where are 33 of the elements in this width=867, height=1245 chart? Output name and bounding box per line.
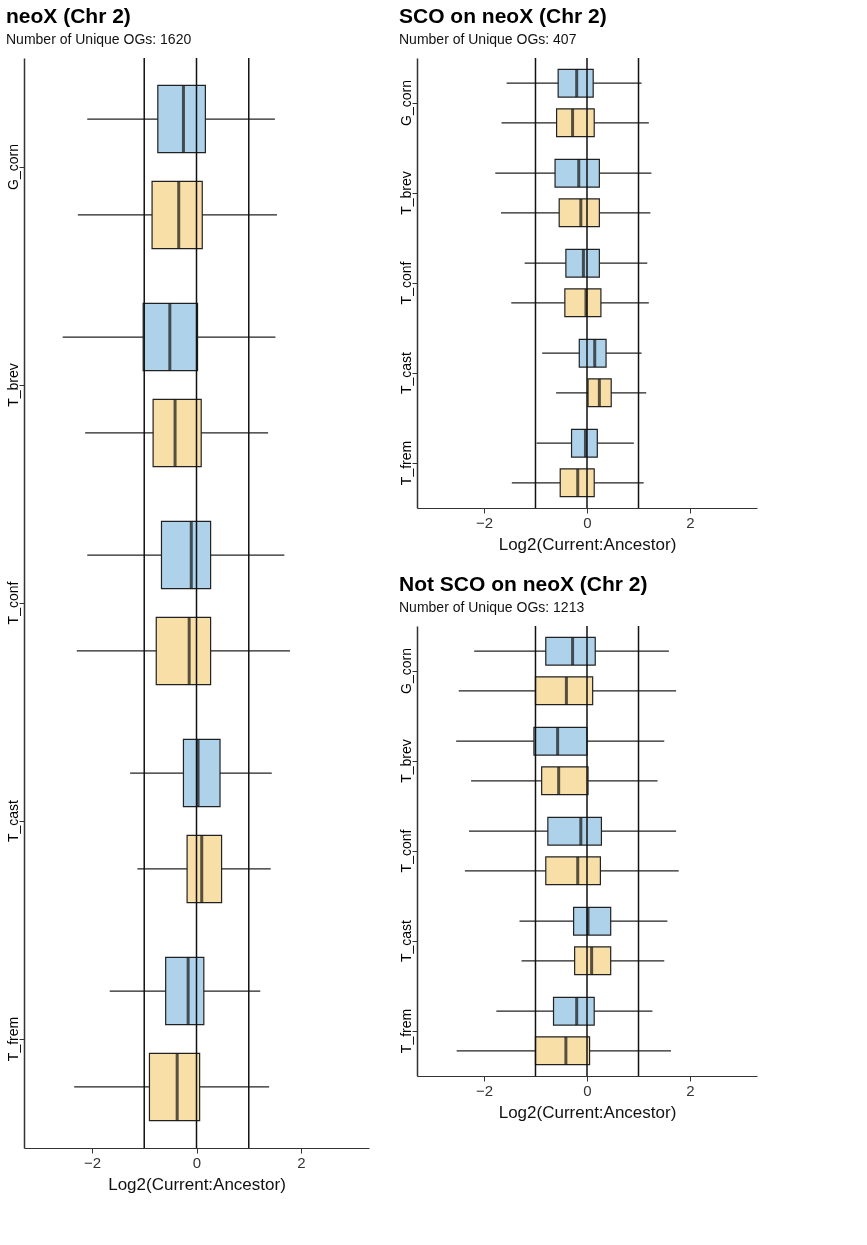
chart-title: Not SCO on neoX (Chr 2) — [399, 572, 648, 596]
chart-subtitle: Number of Unique OGs: 1213 — [399, 599, 585, 616]
y-tick-label: T_brev — [397, 171, 414, 215]
y-tick-label: T_frem — [397, 440, 414, 486]
x-tick-label: −2 — [475, 513, 494, 531]
y-tick-label: T_frem — [397, 1008, 414, 1054]
y-tick-label: T_conf — [4, 581, 21, 625]
x-tick-label: −2 — [475, 1081, 494, 1099]
x-tick-label: 0 — [583, 1081, 592, 1099]
x-axis-title: Log2(Current:Ancestor) — [108, 1174, 286, 1194]
x-tick-label: 0 — [583, 513, 592, 531]
chart-title: SCO on neoX (Chr 2) — [399, 4, 607, 28]
y-tick-label: T_brev — [397, 739, 414, 783]
x-tick-label: 0 — [192, 1153, 202, 1171]
y-tick-label: G_corn — [397, 648, 414, 694]
chart-subtitle: Number of Unique OGs: 407 — [399, 31, 577, 48]
y-tick-label: G_corn — [397, 80, 414, 126]
x-axis-title: Log2(Current:Ancestor) — [498, 534, 677, 554]
x-tick-label: −2 — [83, 1153, 102, 1171]
y-tick-label: T_brev — [4, 363, 21, 407]
y-tick-label: T_cast — [397, 919, 414, 963]
y-tick-label: G_corn — [4, 144, 21, 190]
y-tick-label: T_cast — [4, 799, 21, 843]
chart-title: neoX (Chr 2) — [6, 4, 131, 28]
x-tick-label: 2 — [686, 1081, 695, 1099]
x-tick-label: 2 — [297, 1153, 306, 1171]
x-axis-title: Log2(Current:Ancestor) — [498, 1102, 677, 1122]
y-tick-label: T_cast — [397, 351, 414, 395]
y-tick-label: T_conf — [397, 261, 414, 305]
x-tick-label: 2 — [686, 513, 695, 531]
chart-subtitle: Number of Unique OGs: 1620 — [6, 31, 192, 48]
y-tick-label: T_conf — [397, 829, 414, 873]
y-tick-label: T_frem — [4, 1016, 21, 1062]
